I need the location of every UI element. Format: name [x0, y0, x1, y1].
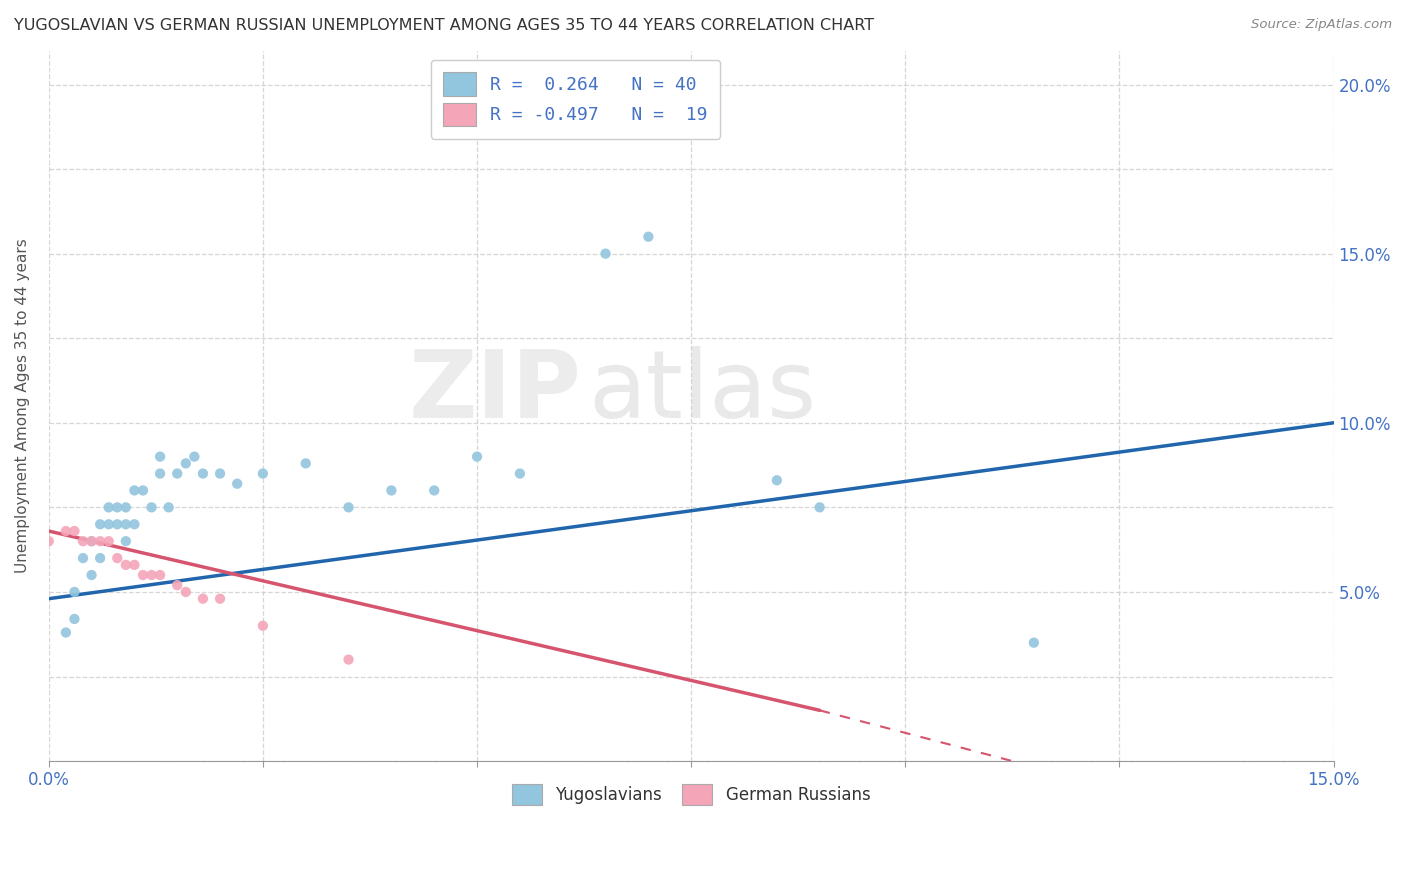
Point: [97, 534, 120, 549]
Point: [97, 517, 120, 532]
Point: [191, 591, 214, 606]
Point: [72, 534, 94, 549]
Point: [209, 467, 232, 481]
Point: [89, 551, 111, 566]
Point: [294, 456, 316, 470]
Point: [337, 652, 360, 666]
Text: atlas: atlas: [588, 346, 817, 438]
Point: [166, 578, 188, 592]
Point: [423, 483, 446, 498]
Point: [191, 467, 214, 481]
Point: [105, 517, 128, 532]
Legend: Yugoslavians, German Russians: Yugoslavians, German Russians: [501, 772, 882, 817]
Point: [124, 483, 146, 498]
Point: [141, 568, 163, 582]
Point: [89, 517, 111, 532]
Point: [80, 534, 103, 549]
Point: [209, 591, 232, 606]
Point: [124, 558, 146, 572]
Point: [380, 483, 402, 498]
Point: [55, 625, 77, 640]
Point: [115, 500, 138, 515]
Point: [174, 585, 197, 599]
Point: [149, 467, 172, 481]
Point: [157, 500, 180, 515]
Point: [637, 229, 659, 244]
Text: YUGOSLAVIAN VS GERMAN RUSSIAN UNEMPLOYMENT AMONG AGES 35 TO 44 YEARS CORRELATION: YUGOSLAVIAN VS GERMAN RUSSIAN UNEMPLOYME…: [14, 18, 875, 33]
Point: [337, 500, 360, 515]
Point: [141, 500, 163, 515]
Point: [149, 450, 172, 464]
Point: [132, 568, 155, 582]
Point: [63, 585, 86, 599]
Y-axis label: Unemployment Among Ages 35 to 44 years: Unemployment Among Ages 35 to 44 years: [15, 238, 30, 574]
Point: [80, 534, 103, 549]
Point: [252, 619, 274, 633]
Point: [174, 456, 197, 470]
Point: [252, 467, 274, 481]
Point: [105, 551, 128, 566]
Point: [226, 476, 249, 491]
Point: [80, 568, 103, 582]
Text: ZIP: ZIP: [409, 346, 582, 438]
Point: [132, 483, 155, 498]
Point: [509, 467, 531, 481]
Point: [63, 524, 86, 538]
Point: [115, 534, 138, 549]
Point: [183, 450, 205, 464]
Point: [63, 612, 86, 626]
Point: [808, 500, 831, 515]
Point: [115, 558, 138, 572]
Point: [55, 524, 77, 538]
Point: [465, 450, 488, 464]
Point: [115, 517, 138, 532]
Point: [38, 534, 60, 549]
Point: [97, 500, 120, 515]
Point: [766, 473, 789, 487]
Point: [149, 568, 172, 582]
Point: [124, 517, 146, 532]
Point: [1022, 635, 1045, 649]
Point: [595, 246, 617, 260]
Point: [89, 534, 111, 549]
Point: [72, 551, 94, 566]
Text: Source: ZipAtlas.com: Source: ZipAtlas.com: [1251, 18, 1392, 31]
Point: [166, 467, 188, 481]
Point: [105, 500, 128, 515]
